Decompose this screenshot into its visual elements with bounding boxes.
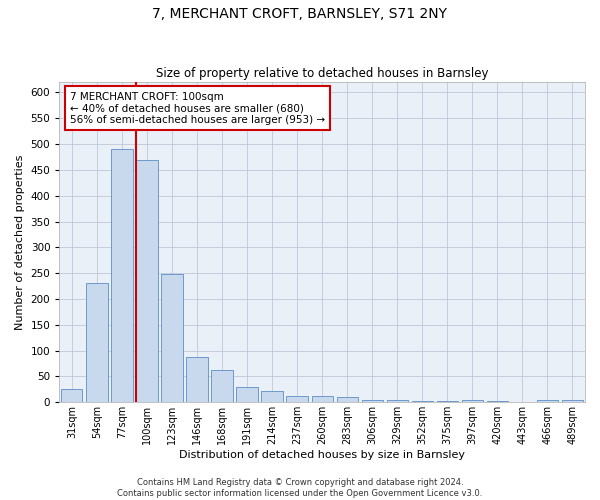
Bar: [262, 391, 283, 402]
Bar: [187, 357, 208, 403]
Bar: [236, 387, 258, 402]
Bar: [161, 274, 182, 402]
Title: Size of property relative to detached houses in Barnsley: Size of property relative to detached ho…: [156, 66, 488, 80]
Bar: [211, 370, 233, 402]
Bar: [437, 400, 458, 402]
Y-axis label: Number of detached properties: Number of detached properties: [15, 154, 25, 330]
X-axis label: Distribution of detached houses by size in Barnsley: Distribution of detached houses by size …: [179, 450, 465, 460]
Bar: [111, 149, 133, 403]
Bar: [286, 396, 308, 402]
Bar: [337, 397, 358, 402]
Bar: [311, 396, 333, 402]
Bar: [86, 284, 107, 403]
Bar: [136, 160, 158, 402]
Text: 7 MERCHANT CROFT: 100sqm
← 40% of detached houses are smaller (680)
56% of semi-: 7 MERCHANT CROFT: 100sqm ← 40% of detach…: [70, 92, 325, 125]
Bar: [562, 400, 583, 402]
Bar: [487, 400, 508, 402]
Bar: [386, 400, 408, 402]
Bar: [362, 400, 383, 402]
Bar: [462, 400, 483, 402]
Text: Contains HM Land Registry data © Crown copyright and database right 2024.
Contai: Contains HM Land Registry data © Crown c…: [118, 478, 482, 498]
Bar: [61, 390, 82, 402]
Bar: [537, 400, 558, 402]
Text: 7, MERCHANT CROFT, BARNSLEY, S71 2NY: 7, MERCHANT CROFT, BARNSLEY, S71 2NY: [152, 8, 448, 22]
Bar: [412, 400, 433, 402]
